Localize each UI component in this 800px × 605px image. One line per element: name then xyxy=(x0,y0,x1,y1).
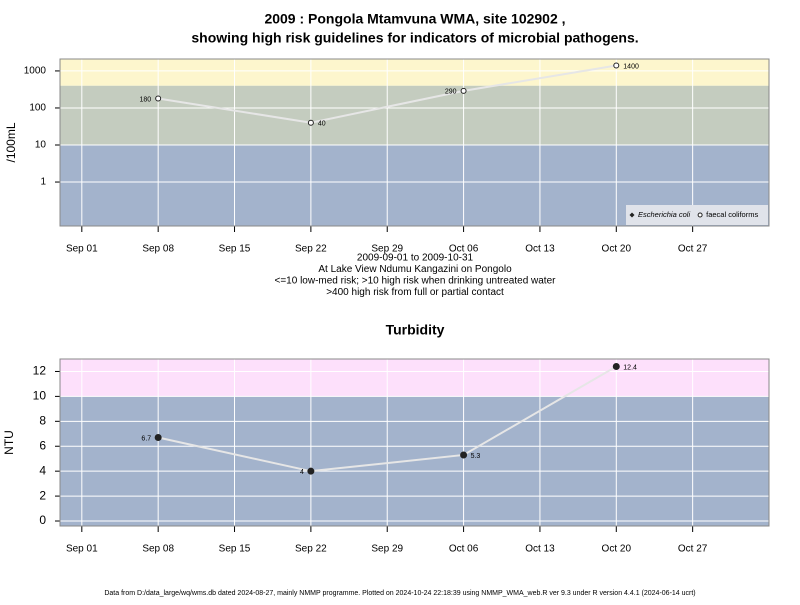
legend: Escherichia coli faecal coliforms xyxy=(626,205,768,225)
series-line xyxy=(158,64,617,124)
y-tick-label: 1 xyxy=(40,177,46,188)
y-tick-label: 0 xyxy=(39,513,46,527)
x-tick-label: Sep 22 xyxy=(295,244,327,255)
y-tick-label: 10 xyxy=(33,389,47,403)
x-tick-label: Sep 08 xyxy=(142,544,174,555)
chart-note: At Lake View Ndumu Kangazini on Pongolo xyxy=(318,264,512,275)
x-tick-label: Sep 08 xyxy=(142,244,174,255)
chart-note: 2009-09-01 to 2009-10-31 xyxy=(357,253,474,264)
x-tick-label: Sep 22 xyxy=(295,544,327,555)
x-tick-label: Oct 20 xyxy=(602,244,632,255)
chart-title: showing high risk guidelines for indicat… xyxy=(191,30,638,46)
risk-band xyxy=(60,396,769,526)
data-point xyxy=(155,95,162,102)
risk-band xyxy=(60,59,769,86)
legend-label: faecal coliforms xyxy=(706,210,758,219)
data-label: 4 xyxy=(300,469,304,476)
x-tick-label: Oct 06 xyxy=(449,544,479,555)
chart-title: 2009 : Pongola Mtamvuna WMA, site 102902… xyxy=(264,11,565,27)
x-tick-label: Oct 20 xyxy=(602,544,632,555)
data-point xyxy=(460,451,468,459)
chart-note: >400 high risk from full or partial cont… xyxy=(326,287,504,298)
legend-marker xyxy=(697,212,703,218)
x-tick-label: Sep 01 xyxy=(66,544,98,555)
x-tick-label: Sep 15 xyxy=(219,544,251,555)
x-tick-label: Oct 06 xyxy=(449,244,479,255)
y-axis-label: NTU xyxy=(2,430,16,455)
y-tick-label: 4 xyxy=(39,463,46,477)
data-point xyxy=(307,119,314,126)
plot-frame xyxy=(59,58,770,227)
legend-marker xyxy=(629,212,635,218)
legend-label: Escherichia coli xyxy=(638,210,690,219)
y-tick-label: 12 xyxy=(33,364,47,378)
data-label: 180 xyxy=(139,96,151,103)
legend-box xyxy=(626,205,768,225)
y-tick-label: 8 xyxy=(39,413,46,427)
footer: Data from D:/data_large/wq/wms.db dated … xyxy=(104,590,695,597)
data-label: 40 xyxy=(318,121,326,128)
x-tick-label: Sep 29 xyxy=(371,244,403,255)
x-tick-label: Oct 27 xyxy=(678,544,708,555)
data-point xyxy=(460,87,467,94)
x-tick-label: Sep 29 xyxy=(371,544,403,555)
risk-band xyxy=(60,359,769,397)
x-tick-label: Sep 01 xyxy=(66,244,98,255)
risk-band xyxy=(60,85,769,146)
plot-frame xyxy=(59,358,770,527)
chart-note: <=10 low-med risk; >10 high risk when dr… xyxy=(275,276,557,287)
data-point xyxy=(612,362,620,370)
series-line xyxy=(157,365,617,473)
data-label: 5.3 xyxy=(471,453,481,460)
x-tick-label: Oct 13 xyxy=(525,244,555,255)
chart-title: Turbidity xyxy=(386,322,445,338)
data-point xyxy=(613,62,620,69)
y-tick-label: 1000 xyxy=(24,66,47,77)
data-label: 6.7 xyxy=(141,435,151,442)
x-tick-label: Oct 27 xyxy=(678,244,708,255)
y-tick-label: 100 xyxy=(29,103,46,114)
y-tick-label: 2 xyxy=(39,488,46,502)
x-tick-label: Oct 13 xyxy=(525,544,555,555)
y-tick-label: 10 xyxy=(35,140,47,151)
y-axis-label: /100mL xyxy=(4,122,18,162)
data-point xyxy=(154,434,162,442)
y-tick-label: 6 xyxy=(39,438,46,452)
data-label: 12.4 xyxy=(623,364,637,371)
data-point xyxy=(307,467,315,475)
data-label: 1400 xyxy=(623,63,639,70)
data-label: 290 xyxy=(445,89,457,96)
x-tick-label: Sep 15 xyxy=(219,244,251,255)
